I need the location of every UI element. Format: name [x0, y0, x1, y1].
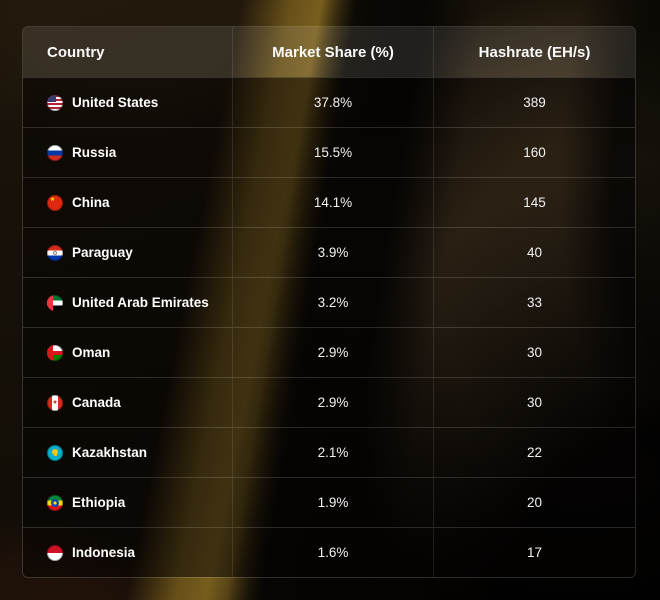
country-label: Canada	[72, 395, 121, 410]
country-label: China	[72, 195, 110, 210]
mining-hashrate-table: Country Market Share (%) Hashrate (EH/s)…	[22, 26, 636, 578]
flag-ae-icon	[47, 294, 63, 311]
hashrate-value: 40	[526, 245, 543, 260]
flag-us-icon	[47, 94, 63, 111]
table-row: Kazakhstan 2.1% 22	[23, 427, 635, 477]
table-row: Paraguay 3.9% 40	[23, 227, 635, 277]
market-share-value: 14.1%	[313, 195, 353, 210]
table-header-row: Country Market Share (%) Hashrate (EH/s)	[23, 27, 635, 77]
table-row: Indonesia 1.6% 17	[23, 527, 635, 577]
country-label: Russia	[72, 145, 117, 160]
table-row: United Arab Emirates 3.2% 33	[23, 277, 635, 327]
flag-kz-icon	[47, 444, 63, 461]
table-row: Ethiopia 1.9% 20	[23, 477, 635, 527]
country-label: Kazakhstan	[72, 445, 148, 460]
table-row: Russia 15.5% 160	[23, 127, 635, 177]
flag-py-icon	[47, 244, 63, 261]
table-body: United States 37.8% 389 Russia 15.5% 160…	[23, 77, 635, 577]
market-share-value: 2.9%	[317, 345, 349, 360]
market-share-value: 3.2%	[317, 295, 349, 310]
market-share-value: 3.9%	[317, 245, 349, 260]
hashrate-value: 22	[526, 445, 543, 460]
market-share-value: 1.9%	[317, 495, 349, 510]
hashrate-value: 33	[526, 295, 543, 310]
header-hashrate: Hashrate (EH/s)	[478, 43, 591, 61]
market-share-value: 37.8%	[313, 95, 353, 110]
flag-id-icon	[47, 544, 63, 561]
market-share-value: 1.6%	[317, 545, 349, 560]
flag-et-icon	[47, 494, 63, 511]
country-label: Indonesia	[72, 545, 136, 560]
hashrate-value: 389	[523, 95, 546, 110]
hashrate-value: 160	[523, 145, 546, 160]
flag-om-icon	[47, 344, 63, 361]
table-row: China 14.1% 145	[23, 177, 635, 227]
table-row: Canada 2.9% 30	[23, 377, 635, 427]
header-country: Country	[23, 27, 233, 77]
flag-ca-icon	[47, 394, 63, 411]
table-row: Oman 2.9% 30	[23, 327, 635, 377]
flag-cn-icon	[47, 194, 63, 211]
country-label: Oman	[72, 345, 111, 360]
hashrate-value: 20	[526, 495, 543, 510]
country-label: United Arab Emirates	[72, 295, 209, 310]
market-share-value: 2.1%	[317, 445, 349, 460]
country-label: Paraguay	[72, 245, 133, 260]
country-label: United States	[72, 95, 159, 110]
hashrate-value: 17	[526, 545, 543, 560]
market-share-value: 2.9%	[317, 395, 349, 410]
hashrate-value: 30	[526, 395, 543, 410]
header-market-share: Market Share (%)	[233, 27, 434, 77]
table-row: United States 37.8% 389	[23, 77, 635, 127]
market-share-value: 15.5%	[313, 145, 353, 160]
country-label: Ethiopia	[72, 495, 126, 510]
hashrate-value: 30	[526, 345, 543, 360]
flag-ru-icon	[47, 144, 63, 161]
hashrate-value: 145	[523, 195, 546, 210]
